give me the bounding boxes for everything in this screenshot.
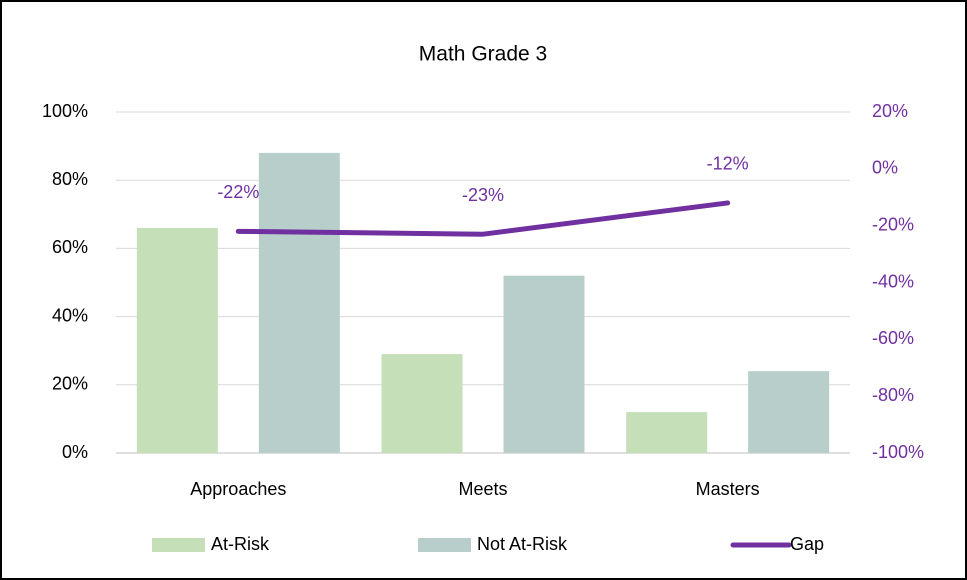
data-label: -23%	[462, 185, 504, 205]
bar	[136, 227, 218, 453]
data-label: -12%	[707, 154, 749, 174]
y-tick-label: 60%	[52, 237, 88, 257]
y-tick-label: 100%	[42, 101, 88, 121]
data-label: -22%	[217, 182, 259, 202]
y-tick-label: 40%	[52, 305, 88, 325]
x-tick-label: Approaches	[190, 479, 286, 499]
chart-title: Math Grade 3	[419, 43, 547, 66]
y-tick-label: 20%	[52, 374, 88, 394]
x-tick-label: Meets	[458, 479, 507, 499]
legend-label: Gap	[790, 534, 824, 554]
y2-tick-label: 20%	[872, 101, 908, 121]
legend-swatch	[418, 538, 471, 552]
gap-line	[235, 200, 731, 237]
bar	[381, 354, 463, 453]
bar	[503, 275, 585, 453]
y2-tick-label: -40%	[872, 271, 914, 291]
y2-tick-label: -80%	[872, 385, 914, 405]
y2-tick-label: -20%	[872, 214, 914, 234]
y2-tick-label: 0%	[872, 158, 898, 178]
y-tick-label: 0%	[62, 442, 88, 462]
y2-tick-label: -100%	[872, 442, 924, 462]
legend-label: Not At-Risk	[477, 534, 568, 554]
bar	[626, 412, 708, 453]
legend-swatch	[152, 538, 205, 552]
bar	[258, 152, 340, 454]
x-tick-label: Masters	[696, 479, 760, 499]
y2-tick-label: -60%	[872, 328, 914, 348]
legend-label: At-Risk	[211, 534, 270, 554]
y-tick-label: 80%	[52, 169, 88, 189]
bar	[748, 371, 830, 453]
